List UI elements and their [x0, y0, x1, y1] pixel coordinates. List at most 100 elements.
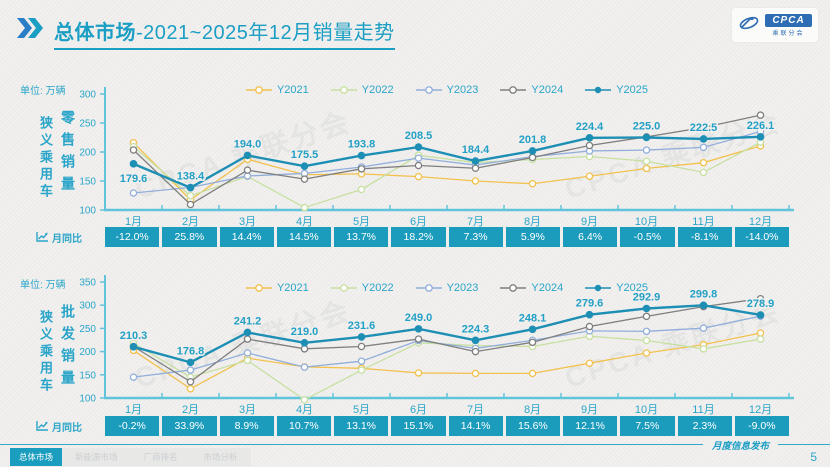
svg-text:175.5: 175.5	[291, 149, 319, 161]
mom-tag: 月同比	[36, 419, 82, 434]
mom-value-cell: 14.4%	[219, 227, 274, 247]
month-label: 1月	[124, 404, 143, 416]
mom-value-cell: 14.1%	[448, 416, 503, 436]
metric-label-wholesale: 批发销量	[60, 304, 76, 392]
svg-text:100: 100	[79, 394, 96, 405]
legend-label: Y2021	[276, 84, 309, 96]
legend-wholesale: Y2021 Y2022 Y2023 Y2024 Y2025	[105, 282, 789, 294]
legend-item-y2025: Y2025	[585, 84, 648, 96]
mom-row-retail: 月同比 -12.0% 25.8% 14.4% 14.5% 13.7% 18.2% 7.3% 5…	[0, 227, 830, 247]
legend-label: Y2024	[531, 282, 564, 294]
svg-text:193.8: 193.8	[348, 139, 376, 151]
cpca-swoosh-icon	[738, 14, 760, 37]
svg-text:292.9: 292.9	[633, 291, 661, 303]
svg-text:249.0: 249.0	[405, 312, 433, 324]
footer-tab-2[interactable]: 新能源市场	[62, 448, 131, 466]
cpca-caption: 乘联分会	[772, 30, 805, 37]
svg-text:179.6: 179.6	[120, 173, 148, 185]
cpca-logo: CPCA 乘联分会	[732, 8, 818, 42]
month-label: 5月	[352, 404, 371, 416]
legend-item-y2022: Y2022	[330, 282, 394, 294]
month-label: 11月	[692, 216, 715, 228]
mom-value-cell: 7.5%	[620, 416, 675, 436]
retail-line-chart: 100 150 200 250 300 179.6 138.4 194.0 175.5 193.8…	[79, 87, 794, 217]
mom-values-wholesale: -0.2% 33.9% 8.9% 10.7% 13.1% 15.1% 14.1% 15.6% 1…	[105, 416, 789, 436]
month-label: 4月	[295, 404, 314, 416]
mom-value-cell: 2.3%	[677, 416, 732, 436]
month-label: 7月	[466, 404, 485, 416]
page-number: 5	[810, 450, 817, 464]
legend-label: Y2022	[361, 282, 394, 294]
trend-chart-icon	[36, 420, 49, 434]
svg-text:300: 300	[79, 90, 96, 101]
footer-divider	[0, 444, 830, 445]
month-label: 3月	[238, 216, 257, 228]
mom-value-cell: 8.9%	[219, 416, 274, 436]
month-label: 1月	[124, 216, 143, 228]
mom-value-cell: 13.7%	[334, 227, 389, 247]
svg-text:248.1: 248.1	[519, 312, 547, 324]
svg-text:225.0: 225.0	[633, 121, 661, 133]
mom-value-cell: 10.7%	[276, 416, 331, 436]
month-axis-wholesale: 1月 2月 3月 4月 5月 6月 7月 8月 9月 10月 11月 12月	[105, 401, 789, 417]
svg-text:200: 200	[79, 347, 96, 358]
month-axis-retail: 1月 2月 3月 4月 5月 6月 7月 8月 9月 10月 11月 12月	[105, 213, 789, 229]
legend-label: Y2024	[531, 84, 564, 96]
month-label: 9月	[580, 404, 599, 416]
wholesale-line-chart: 100 150 200 250 300 350 210.3 176.8 241.2 219.0 23…	[79, 275, 794, 405]
legend-marker-icon	[330, 284, 357, 292]
legend-marker-icon	[585, 284, 612, 292]
svg-text:150: 150	[79, 370, 96, 381]
svg-text:278.9: 278.9	[747, 298, 775, 310]
month-label: 12月	[748, 216, 773, 228]
svg-text:138.4: 138.4	[177, 171, 205, 183]
legend-label: Y2022	[361, 84, 394, 96]
footer-tab-4[interactable]: 市场分析	[190, 448, 251, 466]
mom-value-cell: 6.4%	[563, 227, 618, 247]
legend-retail: Y2021 Y2022 Y2023 Y2024 Y2025	[105, 84, 789, 96]
mom-label: 月同比	[52, 234, 82, 245]
footer-tab-3[interactable]: 厂商排名	[130, 448, 191, 466]
legend-marker-icon	[415, 86, 442, 94]
month-label: 3月	[238, 404, 257, 416]
svg-text:201.8: 201.8	[519, 134, 547, 146]
legend-item-y2024: Y2024	[500, 84, 563, 96]
svg-text:241.2: 241.2	[234, 315, 262, 327]
legend-marker-icon	[500, 86, 527, 94]
legend-marker-icon	[245, 86, 272, 94]
footer-tab-1[interactable]: 总体市场	[10, 448, 63, 466]
mom-value-cell: -0.2%	[105, 416, 160, 436]
legend-marker-icon	[245, 284, 272, 292]
svg-text:300: 300	[79, 301, 96, 312]
legend-item-y2022: Y2022	[330, 84, 394, 96]
month-label: 12月	[748, 404, 773, 416]
mom-value-cell: 5.9%	[505, 227, 560, 247]
svg-text:194.0: 194.0	[234, 138, 262, 150]
svg-text:208.5: 208.5	[405, 130, 433, 142]
double-chevron-icon	[16, 16, 46, 45]
metric-label-retail: 零售销量	[60, 110, 76, 198]
svg-text:184.4: 184.4	[462, 144, 490, 156]
legend-marker-icon	[415, 284, 442, 292]
cpca-brand: CPCA	[765, 13, 812, 27]
svg-text:100: 100	[79, 206, 96, 217]
mom-value-cell: 13.1%	[334, 416, 389, 436]
trend-chart-icon	[36, 231, 49, 245]
mom-tag: 月同比	[36, 230, 82, 245]
footer-tabs: 总体市场 新能源市场 厂商排名 市场分析	[10, 448, 251, 466]
svg-text:279.6: 279.6	[576, 298, 604, 310]
svg-text:226.1: 226.1	[747, 120, 775, 132]
page-title-strong: 总体市场	[54, 22, 136, 44]
svg-text:222.5: 222.5	[690, 122, 718, 134]
legend-item-y2025: Y2025	[585, 282, 648, 294]
wholesale-chart-block: CPCA 乘联分会 CPCA 乘联分会 单位: 万辆 狭义乘用车 批发销量 Y2…	[0, 268, 830, 464]
mom-value-cell: 15.6%	[505, 416, 560, 436]
legend-item-y2021: Y2021	[245, 282, 309, 294]
svg-text:299.8: 299.8	[690, 288, 718, 300]
month-label: 4月	[295, 216, 314, 228]
segment-label: 狭义乘用车	[38, 310, 53, 395]
svg-text:250: 250	[79, 324, 96, 335]
svg-text:210.3: 210.3	[120, 330, 148, 342]
legend-marker-icon	[330, 86, 357, 94]
